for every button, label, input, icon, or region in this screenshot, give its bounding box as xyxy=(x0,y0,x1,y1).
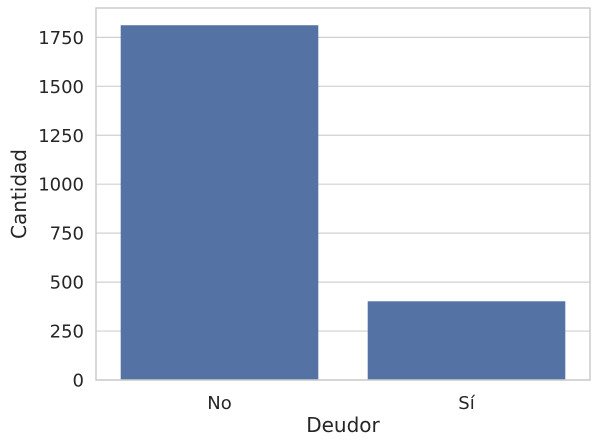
bars xyxy=(120,25,566,381)
x-tick-label: Sí xyxy=(458,393,475,414)
plot-frame xyxy=(95,7,591,381)
x-axis-ticks: No Sí xyxy=(207,393,475,414)
bar-1 xyxy=(367,301,566,380)
y-tick-label: 0 xyxy=(73,371,84,392)
y-axis-ticks: 0 250 500 750 1000 1250 1500 1750 xyxy=(38,28,84,392)
y-tick-label: 250 xyxy=(50,322,84,343)
y-tick-label: 1750 xyxy=(38,28,84,49)
y-tick-label: 750 xyxy=(50,224,84,245)
bar-0 xyxy=(120,25,319,381)
x-axis-label: Deudor xyxy=(306,413,380,437)
y-tick-label: 500 xyxy=(50,273,84,294)
x-tick-label: No xyxy=(207,393,231,414)
y-tick-label: 1250 xyxy=(38,126,84,147)
y-tick-label: 1000 xyxy=(38,175,84,196)
y-tick-label: 1500 xyxy=(38,77,84,98)
y-axis-label: Cantidad xyxy=(7,149,31,239)
